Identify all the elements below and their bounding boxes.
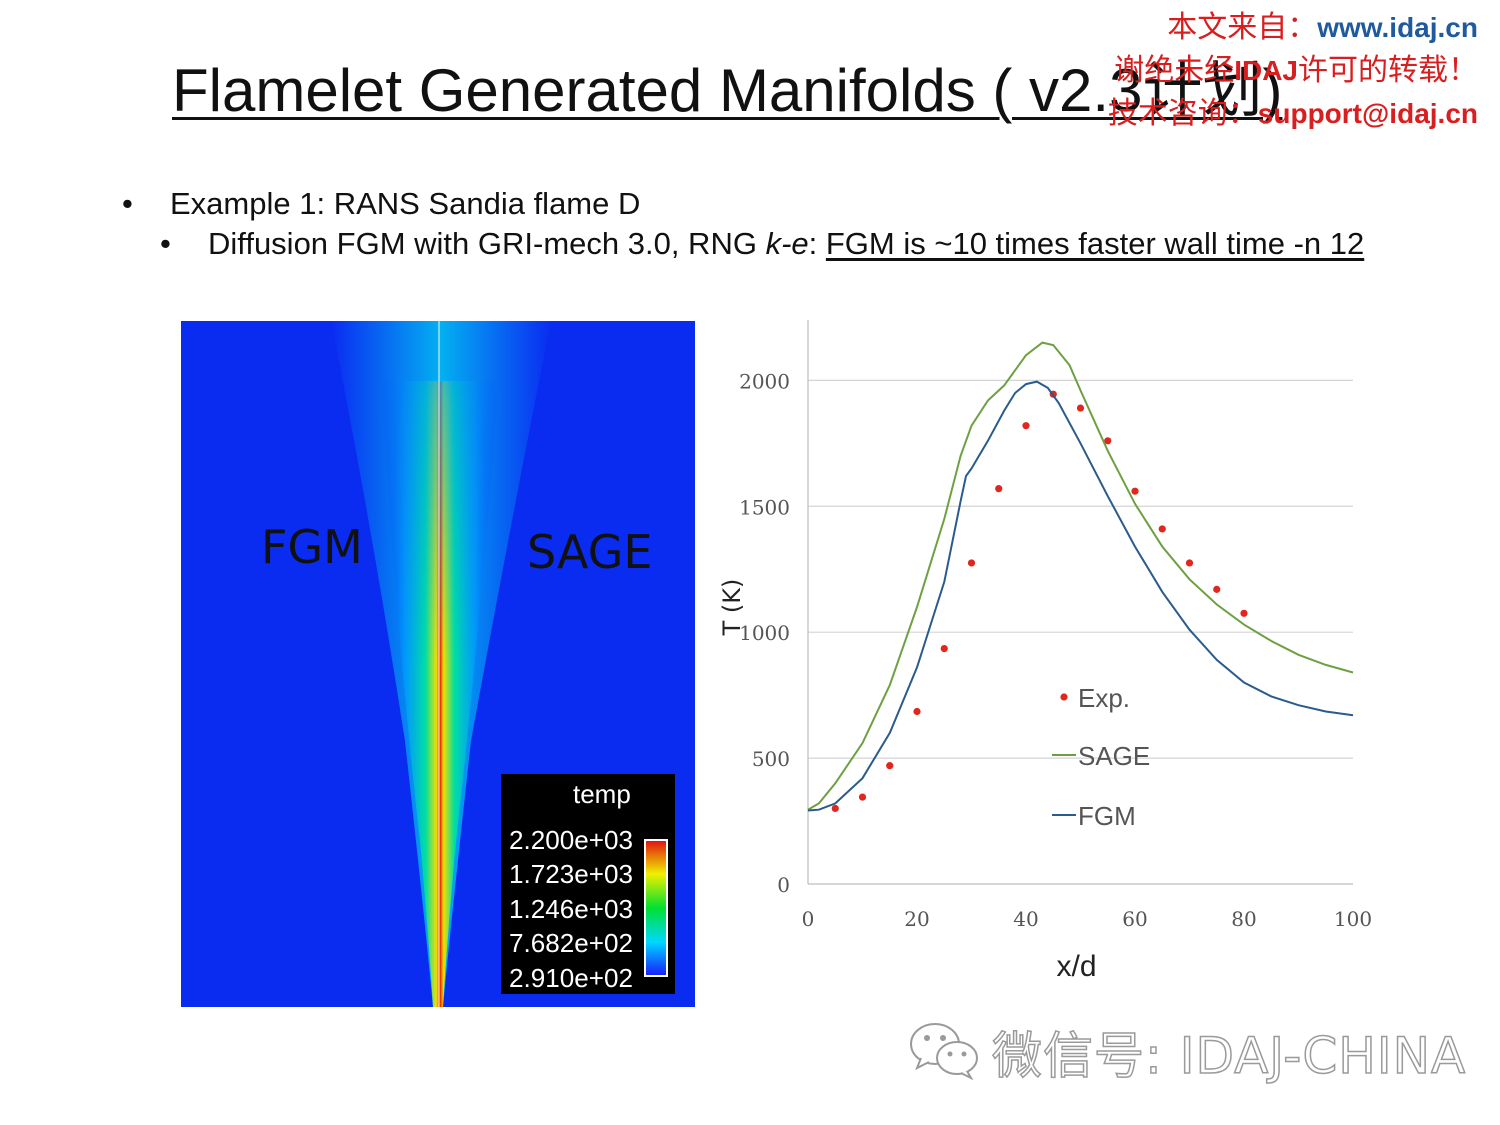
exp-data-point — [858, 793, 867, 801]
bullet-2-italic: k-e — [765, 226, 809, 261]
x-axis-label: x/d — [1056, 950, 1096, 983]
y-tick-label: 1500 — [739, 495, 790, 519]
slide-title: Flamelet Generated Manifolds ( v2.3计划) — [172, 57, 1283, 124]
bullet-dot: • — [122, 186, 133, 221]
bullet-2-prefix: Diffusion FGM with GRI-mech 3.0, RNG — [208, 226, 766, 261]
legend-label: SAGE — [1078, 741, 1150, 771]
chart-legend: Exp. SAGE FGM — [1052, 683, 1150, 831]
legend-label: FGM — [1078, 801, 1136, 831]
x-tick-label: 0 — [802, 907, 815, 931]
x-tick-label: 80 — [1231, 907, 1256, 931]
color-legend: temp 2.200e+03 1.723e+03 1.246e+03 7.682… — [501, 774, 675, 994]
fgm-label: FGM — [261, 520, 363, 574]
exp-data-point — [1104, 437, 1112, 445]
watermark: 本文来自：www.idaj.cn 谢绝未经IDAJ许可的转载！ 技术咨询：sup… — [1108, 6, 1478, 135]
watermark-notice-brand: IDAJ — [1234, 55, 1298, 86]
series-line-fgm — [807, 380, 1354, 812]
watermark-url: www.idaj.cn — [1317, 12, 1478, 43]
watermark-notice-a: 谢绝未经 — [1114, 53, 1235, 88]
exp-data-point — [913, 707, 921, 716]
y-tick-label: 1000 — [739, 621, 790, 645]
exp-data-point — [940, 644, 948, 653]
exp-data-point — [1240, 609, 1248, 617]
x-tick-label: 40 — [1013, 907, 1038, 931]
x-tick-label: 60 — [1122, 907, 1147, 931]
exp-data-point — [1185, 559, 1194, 567]
y-tick-label: 0 — [777, 873, 790, 897]
exp-data-point — [886, 762, 894, 770]
bullet-2-colon: : — [808, 226, 826, 261]
legend-label: Exp. — [1078, 683, 1130, 713]
exp-data-point — [1158, 525, 1166, 533]
exp-data-point — [967, 559, 976, 567]
temperature-line-chart: 0 500 1000 1500 2000 0 20 40 60 80 100 Exp. SAGE FGM… — [718, 320, 1372, 983]
watermark-line-2: 谢绝未经IDAJ许可的转载！ — [1108, 49, 1478, 92]
y-axis-label: T (K) — [718, 579, 746, 637]
exp-data-point — [1022, 422, 1030, 430]
watermark-contact-label: 技术咨询： — [1107, 96, 1258, 131]
chart-axes: 0 500 1000 1500 2000 0 20 40 60 80 100 — [739, 320, 1372, 931]
watermark-notice-c: 许可的转载！ — [1298, 53, 1478, 88]
bullet-item-2: • Diffusion FGM with GRI-mech 3.0, RNG k-… — [160, 226, 1364, 262]
legend-value: 2.200e+03 — [509, 825, 633, 855]
sage-label: SAGE — [527, 525, 652, 579]
exp-data-point — [1213, 585, 1221, 593]
bullet-2-underlined: FGM is ~10 times faster wall time -n 12 — [825, 226, 1365, 261]
watermark-line-1: 本文来自：www.idaj.cn — [1108, 6, 1478, 49]
legend-value: 1.723e+03 — [509, 859, 633, 889]
bullet-1-text: Example 1: RANS Sandia flame D — [170, 186, 641, 221]
bullet-item-1: • Example 1: RANS Sandia flame D — [122, 186, 640, 222]
exp-data-point — [1131, 487, 1139, 495]
temperature-contour-figure: FGM SAGE temp 2.200e+03 1.723e+03 1.246e… — [181, 321, 695, 1007]
flame-core-region — [381, 381, 499, 1007]
x-tick-label: 100 — [1334, 907, 1372, 931]
legend-value: 2.910e+02 — [509, 963, 633, 993]
y-tick-label: 500 — [752, 747, 790, 771]
bullet-dot: • — [160, 226, 171, 261]
watermark-email: support@idaj.cn — [1257, 98, 1478, 129]
exp-data-point — [831, 804, 839, 813]
legend-colorbar — [644, 839, 668, 977]
series-line-sage — [807, 341, 1354, 811]
legend-marker — [1060, 693, 1068, 701]
x-tick-label: 20 — [904, 907, 929, 931]
y-tick-label: 2000 — [739, 369, 790, 393]
watermark-source-label: 本文来自： — [1167, 10, 1318, 45]
chart-grid — [808, 379, 1353, 759]
legend-value: 1.246e+03 — [509, 894, 633, 924]
legend-value: 7.682e+02 — [509, 928, 633, 958]
wechat-icon — [910, 1023, 978, 1080]
legend-title: temp — [573, 779, 631, 809]
wechat-account-label: 微信号: IDAJ-CHINA — [991, 1026, 1467, 1086]
chart-plot-area — [807, 341, 1354, 813]
watermark-line-3: 技术咨询：support@idaj.cn — [1108, 92, 1478, 135]
exp-data-point — [995, 485, 1003, 493]
exp-data-point — [1076, 404, 1085, 412]
